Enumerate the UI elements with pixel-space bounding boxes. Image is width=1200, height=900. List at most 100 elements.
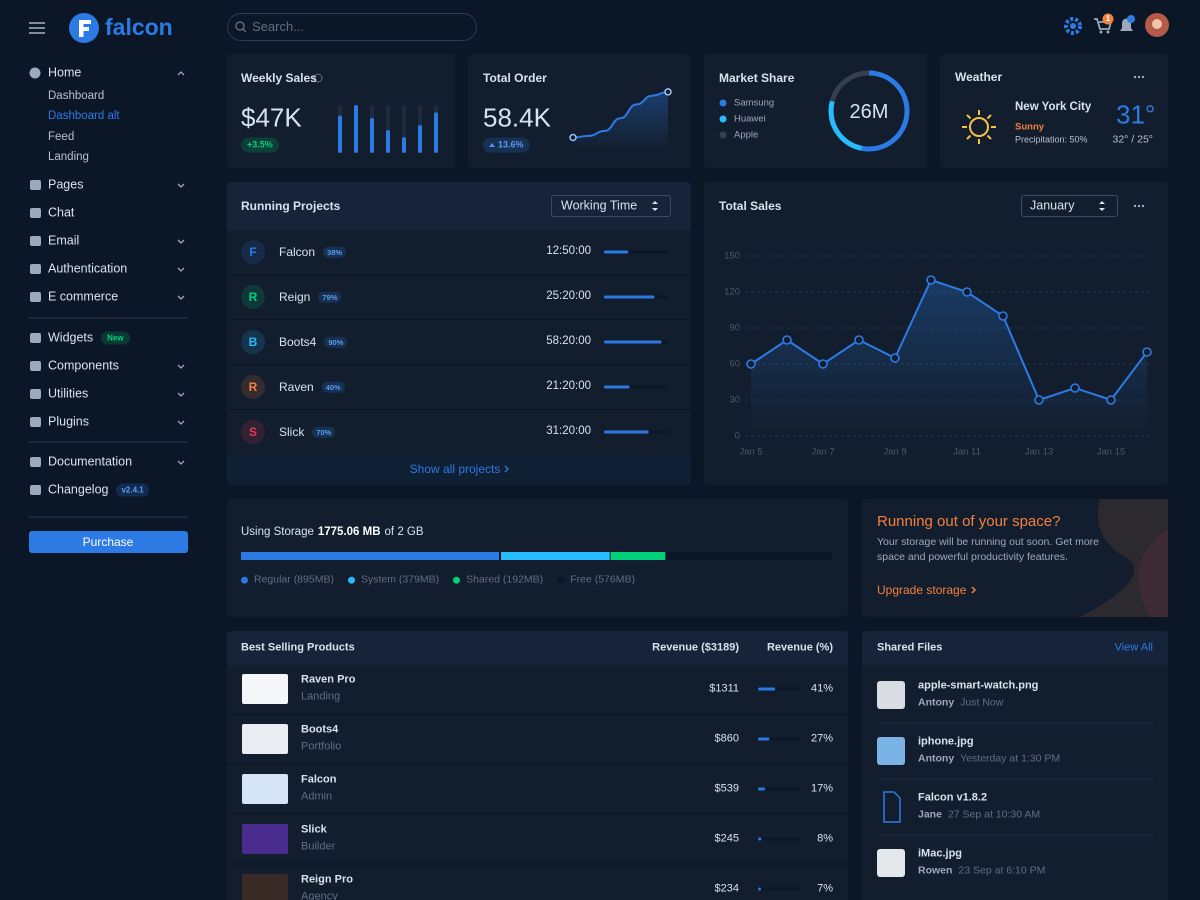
line-point (1106, 395, 1116, 405)
more-icon (1133, 75, 1137, 79)
product-category: Agency (301, 890, 338, 900)
select[interactable] (551, 195, 671, 217)
stat-value: $47K (241, 102, 302, 133)
progress-badge: 79% (318, 291, 342, 303)
sub-nav-item[interactable]: Landing (48, 151, 89, 164)
bar (370, 117, 374, 153)
product-name: Slick (301, 823, 327, 836)
temperature-range: 32° / 25° (1112, 133, 1153, 146)
legend-label: Free (576MB) (570, 573, 635, 586)
chevron-icon (177, 267, 185, 272)
product-category: Landing (301, 690, 341, 703)
promo-decoration (1138, 530, 1168, 617)
card-footer (227, 455, 691, 485)
nav-item[interactable]: Components (48, 359, 119, 374)
product-percent: 8% (817, 832, 833, 845)
nav-icon (30, 180, 41, 190)
select-arrows (652, 201, 658, 211)
chevron-icon (177, 239, 185, 244)
product-name: Reign Pro (301, 873, 353, 886)
more-icon (1133, 204, 1137, 208)
file-thumbnail (877, 737, 905, 765)
nav-item[interactable]: Widgets New (48, 331, 130, 346)
notification-dot (1127, 15, 1135, 23)
legend-item: Shared (192MB) (453, 574, 543, 587)
project-name: Raven 40% (279, 380, 345, 394)
promo-decoration (1080, 499, 1168, 617)
product-thumbnail (242, 724, 288, 754)
stat-value: 58.4K (483, 102, 551, 133)
file-user: Rowen (918, 864, 953, 877)
nav-badge: v2.4.1 (116, 483, 149, 497)
running-projects-card (227, 182, 691, 485)
x-tick-label: Jan 13 (1024, 446, 1054, 458)
product-percent: 41% (810, 682, 833, 695)
file-thumbnail (877, 681, 905, 709)
sub-nav-item[interactable]: Dashboard (48, 90, 105, 103)
sub-nav-item[interactable]: Dashboard alt (48, 110, 120, 123)
bar (338, 115, 342, 153)
purchase-button[interactable] (29, 531, 188, 553)
nav-item[interactable]: Pages (48, 177, 84, 192)
legend-item: Regular (895MB) (241, 574, 334, 587)
nav-item[interactable]: Authentication (48, 261, 128, 276)
product-percent: 27% (810, 732, 833, 745)
chevron-group (971, 586, 977, 594)
project-avatar (241, 375, 265, 399)
project-time: 21:20:00 (546, 380, 591, 393)
cart-badge (1102, 13, 1114, 25)
progress-track (758, 787, 800, 791)
select[interactable] (1021, 195, 1118, 217)
storage-legend: Regular (895MB) System (379MB) Shared (192… (241, 574, 635, 587)
nav-item[interactable]: Chat (48, 205, 75, 220)
product-name: Falcon (301, 773, 337, 786)
nav-item[interactable]: Documentation (48, 455, 132, 470)
promo-link[interactable]: Upgrade storage (877, 582, 967, 597)
purchase-label[interactable]: Purchase (82, 534, 134, 549)
nav-item[interactable]: Plugins (48, 415, 89, 430)
change-badge: +3.5% (241, 137, 279, 153)
file-thumbnail (877, 849, 905, 877)
legend-dot (719, 115, 727, 123)
precipitation: Precipitation: 50% (1015, 134, 1088, 145)
promo-title: Running out of your space? (877, 513, 1061, 530)
nav-item[interactable]: Home (48, 65, 82, 80)
select-arrows (1099, 201, 1105, 211)
nav-item[interactable]: E commerce (48, 289, 119, 304)
progress-bar (604, 340, 662, 344)
search-icon (242, 28, 247, 33)
project-initial: F (249, 244, 257, 259)
product-name: Boots4 (301, 723, 339, 736)
condition: Sunny (1015, 121, 1045, 133)
progress-badge: 38% (323, 246, 347, 258)
project-time: 12:50:00 (546, 245, 591, 258)
bar (434, 112, 438, 153)
file-meta: Antony Just Now (918, 697, 1003, 710)
sub-nav-item[interactable]: Feed (48, 131, 75, 144)
progress-bar (758, 737, 770, 741)
file-name: Falcon v1.8.2 (918, 791, 988, 804)
nav-icon (29, 67, 41, 79)
product-revenue: $245 (714, 832, 739, 845)
line-point (998, 311, 1008, 321)
nav-item[interactable]: Email (48, 233, 80, 248)
show-all-link[interactable]: Show all projects (409, 461, 501, 476)
settings-icon (1070, 23, 1076, 29)
legend-label: System (379MB) (360, 573, 440, 586)
view-all-link[interactable]: View All (1114, 641, 1153, 654)
nav-item[interactable]: Utilities (48, 387, 88, 402)
project-avatar (241, 420, 265, 444)
card-title: Shared Files (877, 641, 943, 654)
project-avatar (241, 285, 265, 309)
legend-label: Apple (734, 129, 759, 141)
nav-icon (30, 389, 41, 399)
search-box[interactable] (227, 13, 477, 41)
card-title: Total Sales (719, 198, 782, 213)
x-tick-label: Jan 9 (883, 446, 907, 458)
nav-item[interactable]: Changelog v2.4.1 (48, 483, 149, 498)
line-point (890, 353, 900, 363)
legend-dot (241, 576, 248, 584)
product-category: Portfolio (301, 740, 342, 753)
card-header (862, 631, 1168, 665)
